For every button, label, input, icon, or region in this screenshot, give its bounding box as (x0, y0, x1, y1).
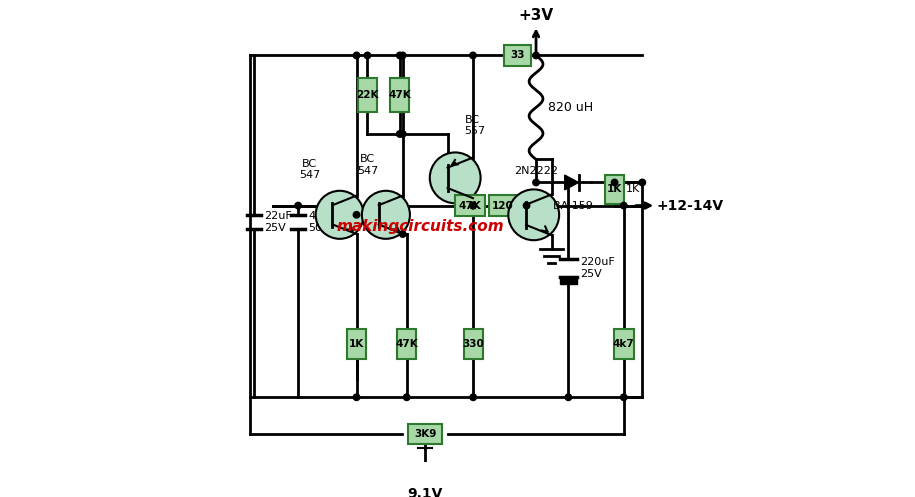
FancyBboxPatch shape (358, 78, 377, 112)
FancyBboxPatch shape (614, 330, 633, 359)
Text: 22K: 22K (356, 89, 379, 100)
Text: makingcircuits.com: makingcircuits.com (337, 219, 504, 234)
Text: BA 159: BA 159 (553, 201, 593, 211)
Circle shape (316, 191, 364, 239)
FancyBboxPatch shape (408, 424, 442, 444)
Circle shape (469, 202, 476, 209)
Text: 22uF
25V: 22uF 25V (264, 211, 292, 233)
Circle shape (400, 52, 406, 59)
Circle shape (353, 52, 360, 59)
Text: 330: 330 (462, 339, 484, 349)
Circle shape (565, 179, 572, 186)
Text: 4k7: 4k7 (613, 339, 635, 349)
Text: +12-14V: +12-14V (656, 199, 723, 213)
Text: +3V: +3V (519, 8, 554, 23)
Text: 47K: 47K (388, 89, 411, 100)
FancyBboxPatch shape (605, 174, 624, 204)
Text: 1K: 1K (626, 184, 640, 194)
Circle shape (353, 394, 360, 401)
Text: 220uF
25V: 220uF 25V (580, 257, 615, 279)
Polygon shape (560, 277, 576, 284)
Text: 820 uH: 820 uH (547, 101, 593, 114)
Circle shape (361, 191, 410, 239)
FancyBboxPatch shape (397, 330, 416, 359)
Circle shape (509, 189, 559, 240)
FancyBboxPatch shape (464, 330, 483, 359)
Circle shape (364, 52, 371, 59)
Text: 9.1V: 9.1V (407, 488, 443, 497)
Text: BC
547: BC 547 (357, 154, 378, 175)
Circle shape (469, 52, 476, 59)
Circle shape (611, 179, 618, 186)
Text: BC
557: BC 557 (465, 115, 486, 136)
Polygon shape (565, 175, 578, 190)
Circle shape (533, 179, 539, 186)
Circle shape (404, 394, 410, 401)
FancyBboxPatch shape (490, 195, 516, 216)
Text: 2N2222: 2N2222 (514, 166, 558, 175)
Circle shape (396, 52, 403, 59)
Circle shape (620, 394, 627, 401)
Circle shape (470, 394, 477, 401)
Text: 3K9: 3K9 (414, 429, 436, 439)
Circle shape (523, 202, 530, 209)
Text: 33: 33 (511, 50, 525, 61)
Circle shape (620, 202, 627, 209)
Circle shape (470, 202, 477, 209)
Text: 1K: 1K (349, 339, 364, 349)
Text: BC
547: BC 547 (299, 159, 320, 180)
Text: 473
50V: 473 50V (308, 211, 330, 233)
Circle shape (400, 231, 406, 237)
Circle shape (353, 212, 360, 218)
Circle shape (565, 394, 572, 401)
Text: 47K: 47K (458, 201, 481, 211)
FancyBboxPatch shape (347, 330, 366, 359)
Circle shape (295, 202, 301, 209)
Circle shape (400, 131, 406, 137)
Text: 47K: 47K (395, 339, 418, 349)
Circle shape (430, 153, 480, 203)
FancyBboxPatch shape (390, 78, 409, 112)
Text: 1K: 1K (607, 184, 622, 194)
Circle shape (533, 52, 539, 59)
Circle shape (396, 131, 403, 137)
FancyBboxPatch shape (504, 45, 532, 66)
Text: 120: 120 (492, 201, 513, 211)
FancyBboxPatch shape (455, 195, 485, 216)
Circle shape (639, 179, 645, 186)
